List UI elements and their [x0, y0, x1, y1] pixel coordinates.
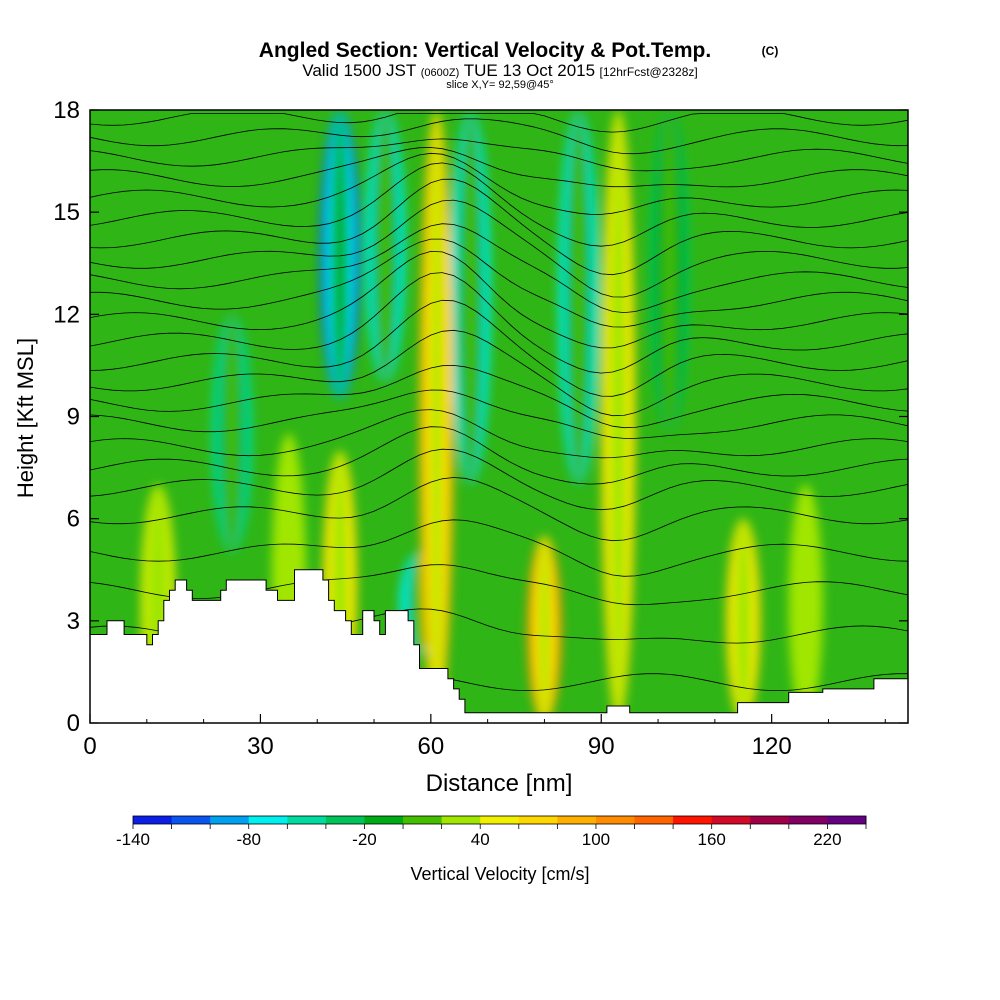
- isentrope-line: [90, 448, 908, 511]
- colorbar-tick-label: 160: [697, 830, 725, 849]
- colorbar-tick-label: 100: [582, 830, 610, 849]
- isentrope-line: [90, 138, 908, 172]
- colorbar-tick-label: 220: [813, 830, 841, 849]
- colorbar-swatch: [133, 816, 173, 824]
- colorbar-swatch: [441, 816, 481, 824]
- colorbar-swatch: [480, 816, 520, 824]
- colorbar: -140 -80 -20 40 100 160 220: [116, 815, 867, 849]
- y-tick-label: 12: [53, 301, 80, 328]
- x-tick-label: 120: [752, 733, 792, 760]
- isentrope-line: [90, 147, 908, 188]
- isentrope-line: [90, 250, 908, 349]
- y-tick-label: 9: [67, 404, 80, 431]
- isentrope-line: [90, 409, 908, 459]
- colorbar-swatch: [711, 816, 751, 824]
- colorbar-tick-label: -140: [116, 830, 150, 849]
- downdraft-plume: [320, 110, 360, 400]
- x-axis: 0 30 60 90 120: [83, 714, 886, 760]
- colorbar-swatch: [518, 816, 558, 824]
- y-tick-label: 3: [67, 608, 80, 635]
- colorbar-swatch: [287, 816, 327, 824]
- colorbar-swatch: [595, 816, 636, 824]
- colorbar-label: Vertical Velocity [cm/s]: [410, 864, 589, 884]
- isentrope-line: [90, 162, 908, 247]
- x-tick-label: 30: [247, 733, 274, 760]
- isentrope-line: [90, 426, 908, 485]
- plot-area: [90, 110, 908, 723]
- slice-location: slice X,Y= 92,59@45°: [446, 79, 554, 91]
- colorbar-swatch: [210, 816, 250, 824]
- updraft-plume: [726, 518, 761, 723]
- isentrope-line: [90, 364, 908, 429]
- x-tick-label: 90: [588, 733, 615, 760]
- isentrope-line: [90, 152, 908, 215]
- y-axis-label: Height [Kft MSL]: [13, 338, 38, 498]
- x-axis-label: Distance [nm]: [426, 770, 573, 797]
- y-tick-label: 18: [53, 97, 80, 124]
- chart-title: Angled Section: Vertical Velocity & Pot.…: [259, 39, 711, 62]
- colorbar-swatch: [750, 816, 790, 824]
- y-tick-label: 6: [67, 506, 80, 533]
- downdraft-plume: [365, 110, 406, 383]
- valid-time-line: Valid 1500 JST (0600Z) TUE 13 Oct 2015 […: [302, 61, 698, 80]
- isentrope-line: [90, 299, 908, 397]
- isentrope-line: [90, 519, 908, 577]
- colorbar-swatch: [325, 816, 365, 824]
- copyright-mark: (C): [762, 44, 779, 58]
- y-tick-label: 0: [67, 710, 80, 737]
- downdraft-plume: [450, 110, 491, 485]
- updraft-plume: [419, 110, 454, 723]
- colorbar-tick-label: 40: [471, 830, 490, 849]
- colorbar-tick-label: -20: [352, 830, 377, 849]
- colorbar-swatch: [364, 816, 404, 824]
- colorbar-swatch: [171, 816, 211, 824]
- colorbar-swatch: [403, 816, 443, 824]
- y-tick-label: 15: [53, 199, 80, 226]
- isentrope-line: [90, 178, 908, 276]
- isentrope-line: [90, 113, 908, 133]
- updraft-plume: [527, 535, 562, 723]
- updraft-plume: [601, 110, 636, 723]
- colorbar-tick-label: -80: [236, 830, 261, 849]
- terrain-mask: [90, 569, 908, 723]
- colorbar-swatch: [557, 816, 597, 824]
- velocity-field: [141, 110, 823, 723]
- isentrope-line: [90, 238, 908, 328]
- x-tick-label: 0: [83, 733, 96, 760]
- isentrope-line: [90, 329, 908, 417]
- colorbar-swatch: [248, 816, 288, 824]
- x-tick-label: 60: [417, 733, 444, 760]
- colorbar-frame: [132, 815, 867, 825]
- isentrope-line: [90, 477, 908, 542]
- updraft-plume: [788, 484, 823, 723]
- downdraft-plume: [212, 314, 252, 553]
- downdraft-plume: [649, 110, 690, 434]
- isentrope-line: [90, 389, 908, 439]
- isentrope-line: [90, 199, 908, 298]
- colorbar-swatch: [827, 816, 867, 824]
- isentrope-line: [90, 223, 908, 314]
- isentrope-line: [90, 118, 908, 155]
- y-axis: 0 3 6 9 12 15 18: [53, 97, 908, 737]
- isentrope-line: [90, 272, 908, 374]
- colorbar-swatch: [788, 816, 828, 824]
- colorbar-swatch: [634, 816, 674, 824]
- colorbar-swatch: [673, 816, 713, 824]
